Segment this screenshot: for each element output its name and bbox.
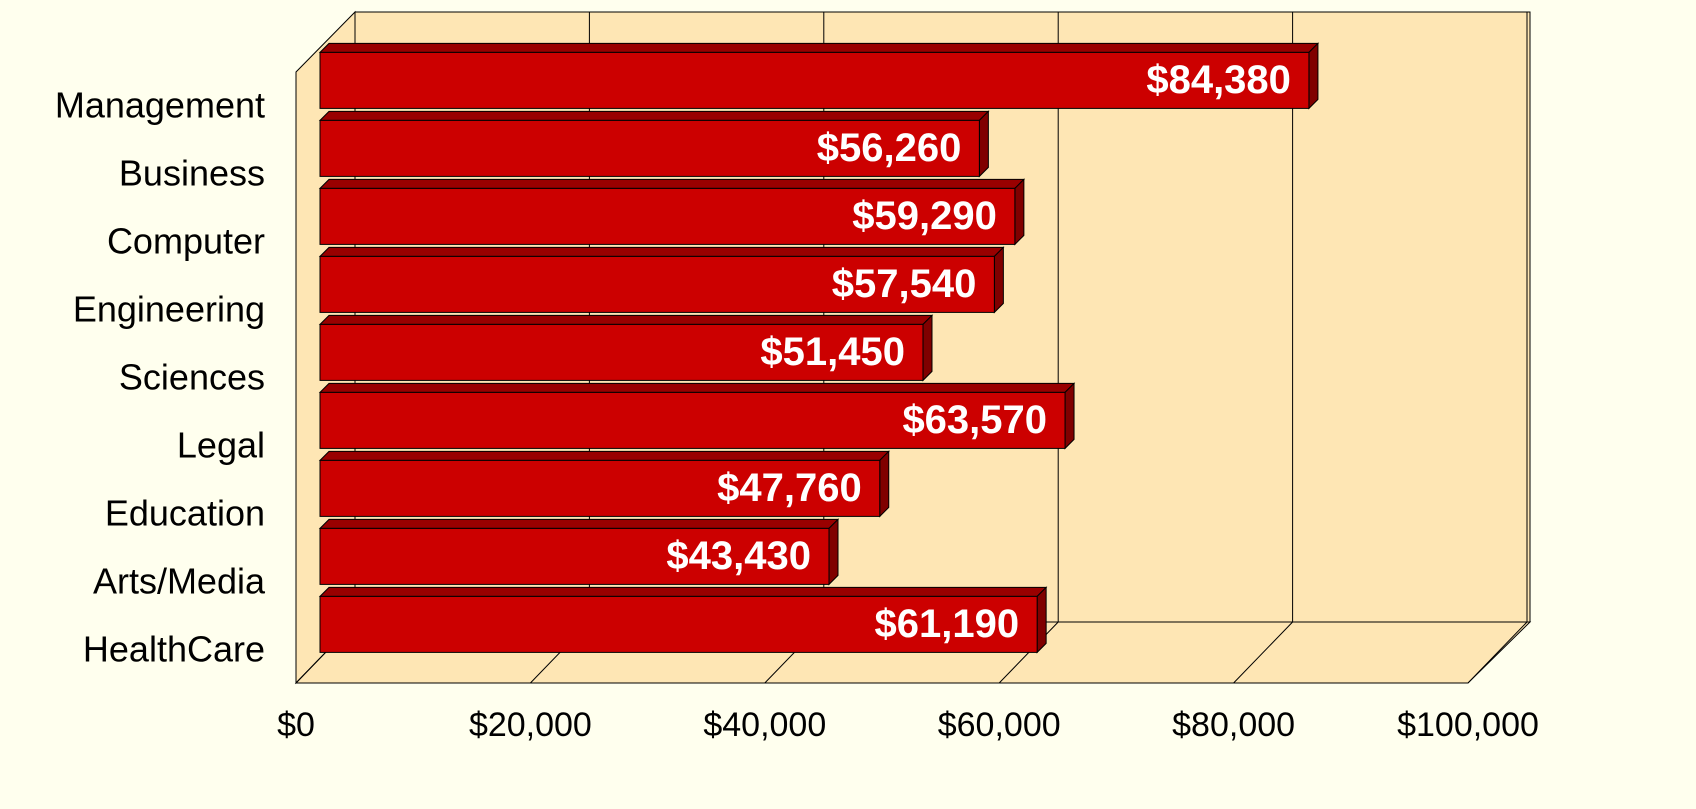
x-tick-label: $20,000 [469, 706, 592, 744]
value-label: $59,290 [852, 194, 997, 238]
bar-top [318, 178, 1026, 189]
value-label: $63,570 [902, 398, 1047, 442]
bar-top [318, 382, 1076, 393]
value-label: $61,190 [875, 602, 1020, 646]
bar [319, 187, 1016, 245]
value-label: $56,260 [817, 126, 962, 170]
y-tick-label: Legal [177, 425, 265, 466]
bar-side [828, 518, 839, 586]
bar [319, 51, 1310, 109]
y-tick-label: Business [119, 153, 265, 194]
value-label: $47,760 [717, 466, 862, 510]
x-tick-label: $80,000 [1172, 706, 1295, 744]
bar-top [318, 586, 1048, 597]
grid-line [998, 12, 1059, 684]
y-tick-label: HealthCare [83, 629, 265, 670]
bar-top [318, 246, 1005, 257]
bar-top [318, 110, 990, 121]
bar [319, 527, 830, 585]
y-tick-label: Education [105, 493, 265, 534]
value-label: $51,450 [760, 330, 905, 374]
bar-side [1036, 586, 1047, 654]
value-label: $43,430 [666, 534, 811, 578]
bars [318, 42, 1320, 654]
bar [319, 595, 1038, 653]
bar-top [318, 42, 1320, 53]
bar [319, 459, 881, 517]
x-tick-label: $0 [277, 706, 315, 744]
bar-top [318, 314, 934, 325]
x-tick-label: $100,000 [1397, 706, 1539, 744]
bar-side [993, 246, 1004, 314]
bar [319, 391, 1066, 449]
bar-side [922, 314, 933, 382]
y-tick-label: Computer [107, 221, 265, 262]
bar-side [1308, 42, 1319, 110]
y-tick-label: Arts/Media [93, 561, 266, 602]
labels: $0 $20,000 $40,000 $60,000 $80,000 $100,000 Ma… [55, 58, 1539, 744]
bar-side [1014, 178, 1025, 246]
bar [319, 255, 995, 313]
grid-line [1467, 12, 1528, 684]
x-tick-label: $60,000 [938, 706, 1061, 744]
x-tick-label: $40,000 [703, 706, 826, 744]
y-tick-label: Engineering [73, 289, 265, 330]
bar-side [1064, 382, 1075, 450]
grid-line [1233, 12, 1294, 684]
value-label: $84,380 [1146, 58, 1291, 102]
bar-top [318, 450, 890, 461]
bar [319, 119, 980, 177]
bar-side [978, 110, 989, 178]
bar [319, 323, 924, 381]
bar-top [318, 518, 840, 529]
y-tick-label: Sciences [119, 357, 265, 398]
value-label: $57,540 [832, 262, 977, 306]
bar-side [879, 450, 890, 518]
y-tick-label: Management [55, 85, 265, 126]
